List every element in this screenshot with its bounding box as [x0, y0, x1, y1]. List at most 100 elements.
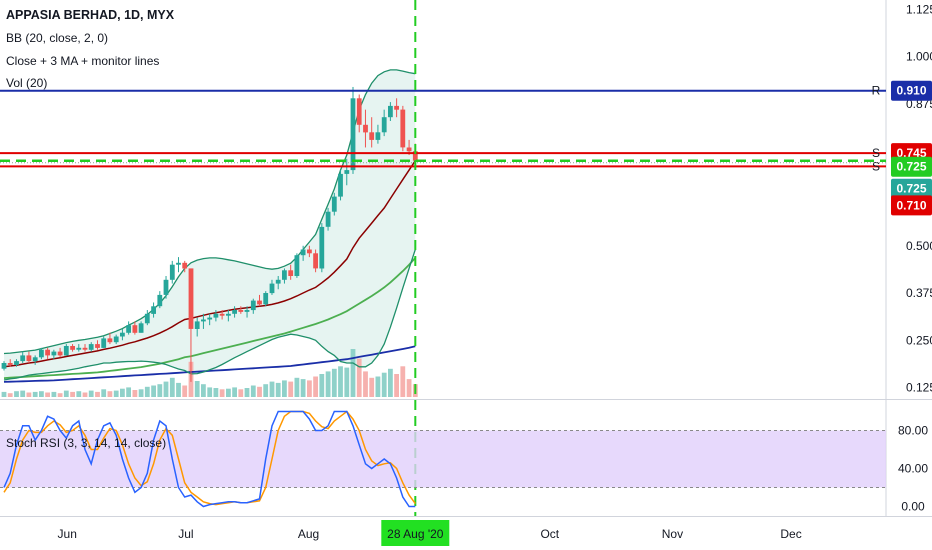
legend-bollinger[interactable]: BB (20, close, 2, 0): [6, 31, 109, 45]
volume-bar: [338, 366, 343, 397]
candle-body: [331, 196, 337, 212]
volume-bar: [7, 393, 13, 397]
volume-bar: [300, 379, 306, 397]
candle-body: [132, 325, 138, 333]
volume-bar: [263, 384, 269, 397]
volume-bar: [381, 372, 387, 397]
candle-body: [263, 293, 269, 305]
candle-body: [144, 313, 150, 324]
bollinger-band-fill: [4, 69, 416, 381]
candle-body: [151, 306, 156, 314]
legend-moving-averages[interactable]: Close + 3 MA + monitor lines: [6, 54, 160, 68]
date-marker-label: 28 Aug '20: [387, 527, 444, 541]
candle-body: [213, 313, 219, 318]
candle-body: [113, 336, 119, 343]
candle-body: [219, 313, 225, 316]
volume-bar: [388, 368, 393, 397]
price-badge-label: 0.725: [896, 160, 926, 174]
volume-bar: [319, 374, 325, 397]
candle-body: [381, 117, 387, 133]
candle-body: [282, 270, 287, 280]
price-badge-label: 0.725: [896, 182, 926, 196]
ma-long-line: [3, 345, 416, 383]
volume-bar: [157, 384, 163, 397]
volume-bar: [70, 391, 75, 397]
candle-body: [138, 323, 144, 333]
candle-body: [319, 226, 325, 269]
volume-bar: [282, 380, 287, 397]
volume-bar: [57, 393, 63, 397]
price-badge-label: 0.745: [896, 146, 926, 160]
candle-body: [394, 105, 399, 110]
candle-body: [182, 262, 188, 269]
volume-bar: [194, 381, 200, 397]
candle-body: [57, 351, 63, 356]
volume-bar: [26, 392, 32, 397]
candle-body: [176, 262, 181, 265]
volume-bar: [394, 374, 399, 397]
volume-bar: [350, 349, 356, 397]
volume-bar: [151, 385, 156, 397]
volume-bar: [51, 391, 57, 397]
price-badge-label: 0.910: [896, 84, 926, 98]
volume-bar: [1, 391, 7, 397]
volume-bar: [63, 390, 69, 397]
candle-body: [406, 147, 412, 152]
legend-volume[interactable]: Vol (20): [6, 76, 48, 90]
volume-bar: [76, 391, 82, 397]
candle-body: [107, 338, 113, 343]
candle-body: [76, 347, 82, 350]
volume-bar: [176, 382, 181, 397]
price-tick-label: 1.125: [906, 2, 932, 16]
price-tick-label: 1.000: [906, 50, 932, 64]
candle-body: [238, 310, 244, 312]
candle-body: [369, 132, 375, 140]
stoch-k-line: [3, 410, 416, 508]
candle-body: [307, 249, 312, 254]
candle-body: [169, 264, 175, 280]
bollinger-lower-line: [3, 249, 416, 381]
candle-body: [412, 151, 418, 161]
candle-body: [375, 132, 381, 140]
legend-stoch-rsi[interactable]: Stoch RSI (3, 3, 14, 14, close): [6, 436, 167, 450]
bollinger-upper-line: [3, 69, 416, 355]
time-tick-label: Nov: [662, 527, 683, 541]
time-tick-label: Dec: [780, 527, 801, 541]
volume-bar: [344, 367, 350, 397]
volume-bar: [400, 366, 406, 397]
candle-body: [63, 346, 69, 356]
volume-bar: [406, 379, 412, 397]
volume-bar: [95, 391, 100, 397]
candle-body: [400, 109, 406, 148]
price-tick-label: 0.500: [906, 239, 932, 253]
volume-bar: [201, 384, 206, 397]
price-badge-label: 0.710: [896, 198, 926, 212]
volume-bar: [20, 390, 26, 397]
candle-body: [26, 355, 32, 362]
candle-body: [82, 347, 88, 350]
volume-bar: [32, 391, 38, 397]
candle-body: [363, 124, 368, 133]
candle-body: [45, 349, 50, 356]
candle-body: [14, 361, 19, 365]
candle-body: [7, 363, 13, 365]
time-tick-label: Jul: [178, 527, 193, 541]
candle-body: [338, 173, 343, 197]
volume-bar: [39, 391, 44, 397]
candle-body: [388, 105, 393, 118]
candle-body: [194, 321, 200, 329]
ma-mid-line: [3, 257, 416, 379]
volume-bar: [356, 358, 362, 397]
candle-body: [20, 355, 26, 362]
support-marker: S: [872, 146, 880, 160]
price-badge: [891, 80, 932, 101]
stoch-tick-label: 80.00: [898, 424, 928, 438]
chart-title: APPASIA BERHAD, 1D, MYX: [6, 8, 175, 22]
volume-bar: [363, 371, 368, 397]
volume-bar: [126, 387, 131, 397]
volume-bar: [226, 388, 231, 397]
time-tick-label: Aug: [298, 527, 319, 541]
volume-bar: [325, 371, 331, 397]
volume-bar: [120, 388, 125, 397]
